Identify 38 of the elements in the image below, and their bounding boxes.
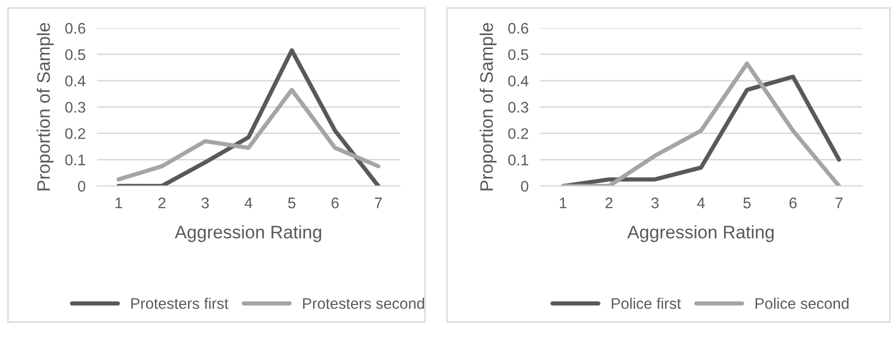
x-tick-label: 3 [651,198,659,208]
x-tick-label: 1 [560,198,567,208]
y-tick-label: 0.3 [65,102,86,113]
y-tick-label: 0.1 [65,154,86,166]
x-axis-title: Aggression Rating [174,225,322,242]
y-tick-label: 0 [520,180,528,192]
y-tick-label: 0.2 [508,128,528,140]
y-tick-label: 0.1 [508,154,528,166]
legend-label: Protesters second [303,298,424,309]
x-tick-label: 3 [202,198,209,208]
y-tick-label: 0.5 [508,49,528,60]
x-tick-label: 2 [606,198,612,208]
y-tick-label: 0.2 [65,128,86,140]
y-tick-label: 0.4 [508,76,528,86]
x-tick-label: 6 [332,198,339,208]
x-tick-label: 7 [374,198,382,208]
y-tick-label: 0 [78,180,86,192]
y-tick-label: 0.6 [65,22,86,34]
x-tick-label: 6 [790,198,797,208]
legend-label: Protesters first [131,298,228,309]
x-tick-label: 4 [244,198,252,208]
x-tick-label: 4 [697,198,705,208]
line-series [116,88,380,182]
x-tick-label: 7 [836,198,842,208]
y-axis-title: Proportion of Sample [36,22,54,190]
x-tick-label: 5 [288,198,296,208]
x-tick-label: 2 [158,198,166,208]
y-tick-label: 0.6 [508,22,528,34]
y-tick-label: 0.4 [65,76,86,86]
y-tick-label: 0.3 [508,102,528,113]
x-tick-label: 5 [743,198,751,208]
x-axis-title: Aggression Rating [627,225,774,242]
legend-label: Police second [756,298,849,309]
y-tick-label: 0.5 [65,49,86,60]
legend-label: Police first [612,298,681,309]
line-series [116,48,380,186]
y-axis-title: Proportion of Sample [480,22,497,190]
x-tick-label: 1 [116,198,122,208]
